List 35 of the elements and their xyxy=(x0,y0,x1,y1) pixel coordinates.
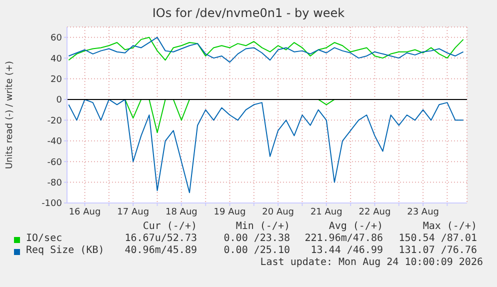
x-tick-label: 16 Aug xyxy=(68,207,101,218)
y-tick-label: 20 xyxy=(50,74,62,85)
y-tick-label: -40 xyxy=(47,137,62,148)
y-tick-label: 40 xyxy=(50,54,62,64)
text: 16.67u/52.73 xyxy=(124,233,197,244)
y-tick-label: -20 xyxy=(47,116,62,126)
text: 221.96m/47.86 xyxy=(304,233,383,244)
chart-title: IOs for /dev/nvme0n1 - by week xyxy=(151,6,346,20)
y-tick-label: -60 xyxy=(47,158,62,168)
y-tick-label: 60 xyxy=(50,34,62,44)
x-tick-label: 22 Aug xyxy=(358,207,391,218)
x-tick-label: 20 Aug xyxy=(262,207,294,218)
text: 13.44 /46.99 xyxy=(310,245,383,256)
text: 150.54 /87.01 xyxy=(398,233,477,244)
text: Max (-/+) xyxy=(422,221,477,232)
x-tick-label: 17 Aug xyxy=(117,207,150,218)
legend-label: Req Size (KB) xyxy=(26,245,104,256)
line-series xyxy=(68,98,464,194)
y-tick-label: -100 xyxy=(42,199,62,210)
y-tick-label: 0 xyxy=(56,96,62,106)
text: 40.96m/45.89 xyxy=(124,245,197,256)
legend-label: IO/sec xyxy=(26,233,62,244)
text: Cur (-/+) xyxy=(142,221,197,232)
text: 0.00 /23.38 xyxy=(224,233,290,244)
x-tick-label: 18 Aug xyxy=(165,207,198,218)
x-tick-label: 21 Aug xyxy=(310,207,342,218)
y-axis-title: Units read (-) / write (+) xyxy=(5,60,15,170)
text: Avg (-/+) xyxy=(328,221,383,232)
text: 131.07 /76.76 xyxy=(398,245,477,256)
x-tick-label: 23 Aug xyxy=(407,207,439,218)
text: Min (-/+) xyxy=(236,221,290,232)
text: Last update: Mon Aug 24 10:00:09 2026 xyxy=(260,257,483,268)
text: 0.00 /25.10 xyxy=(224,245,290,256)
x-tick-label: 19 Aug xyxy=(214,207,246,218)
y-tick-label: -80 xyxy=(47,178,62,188)
